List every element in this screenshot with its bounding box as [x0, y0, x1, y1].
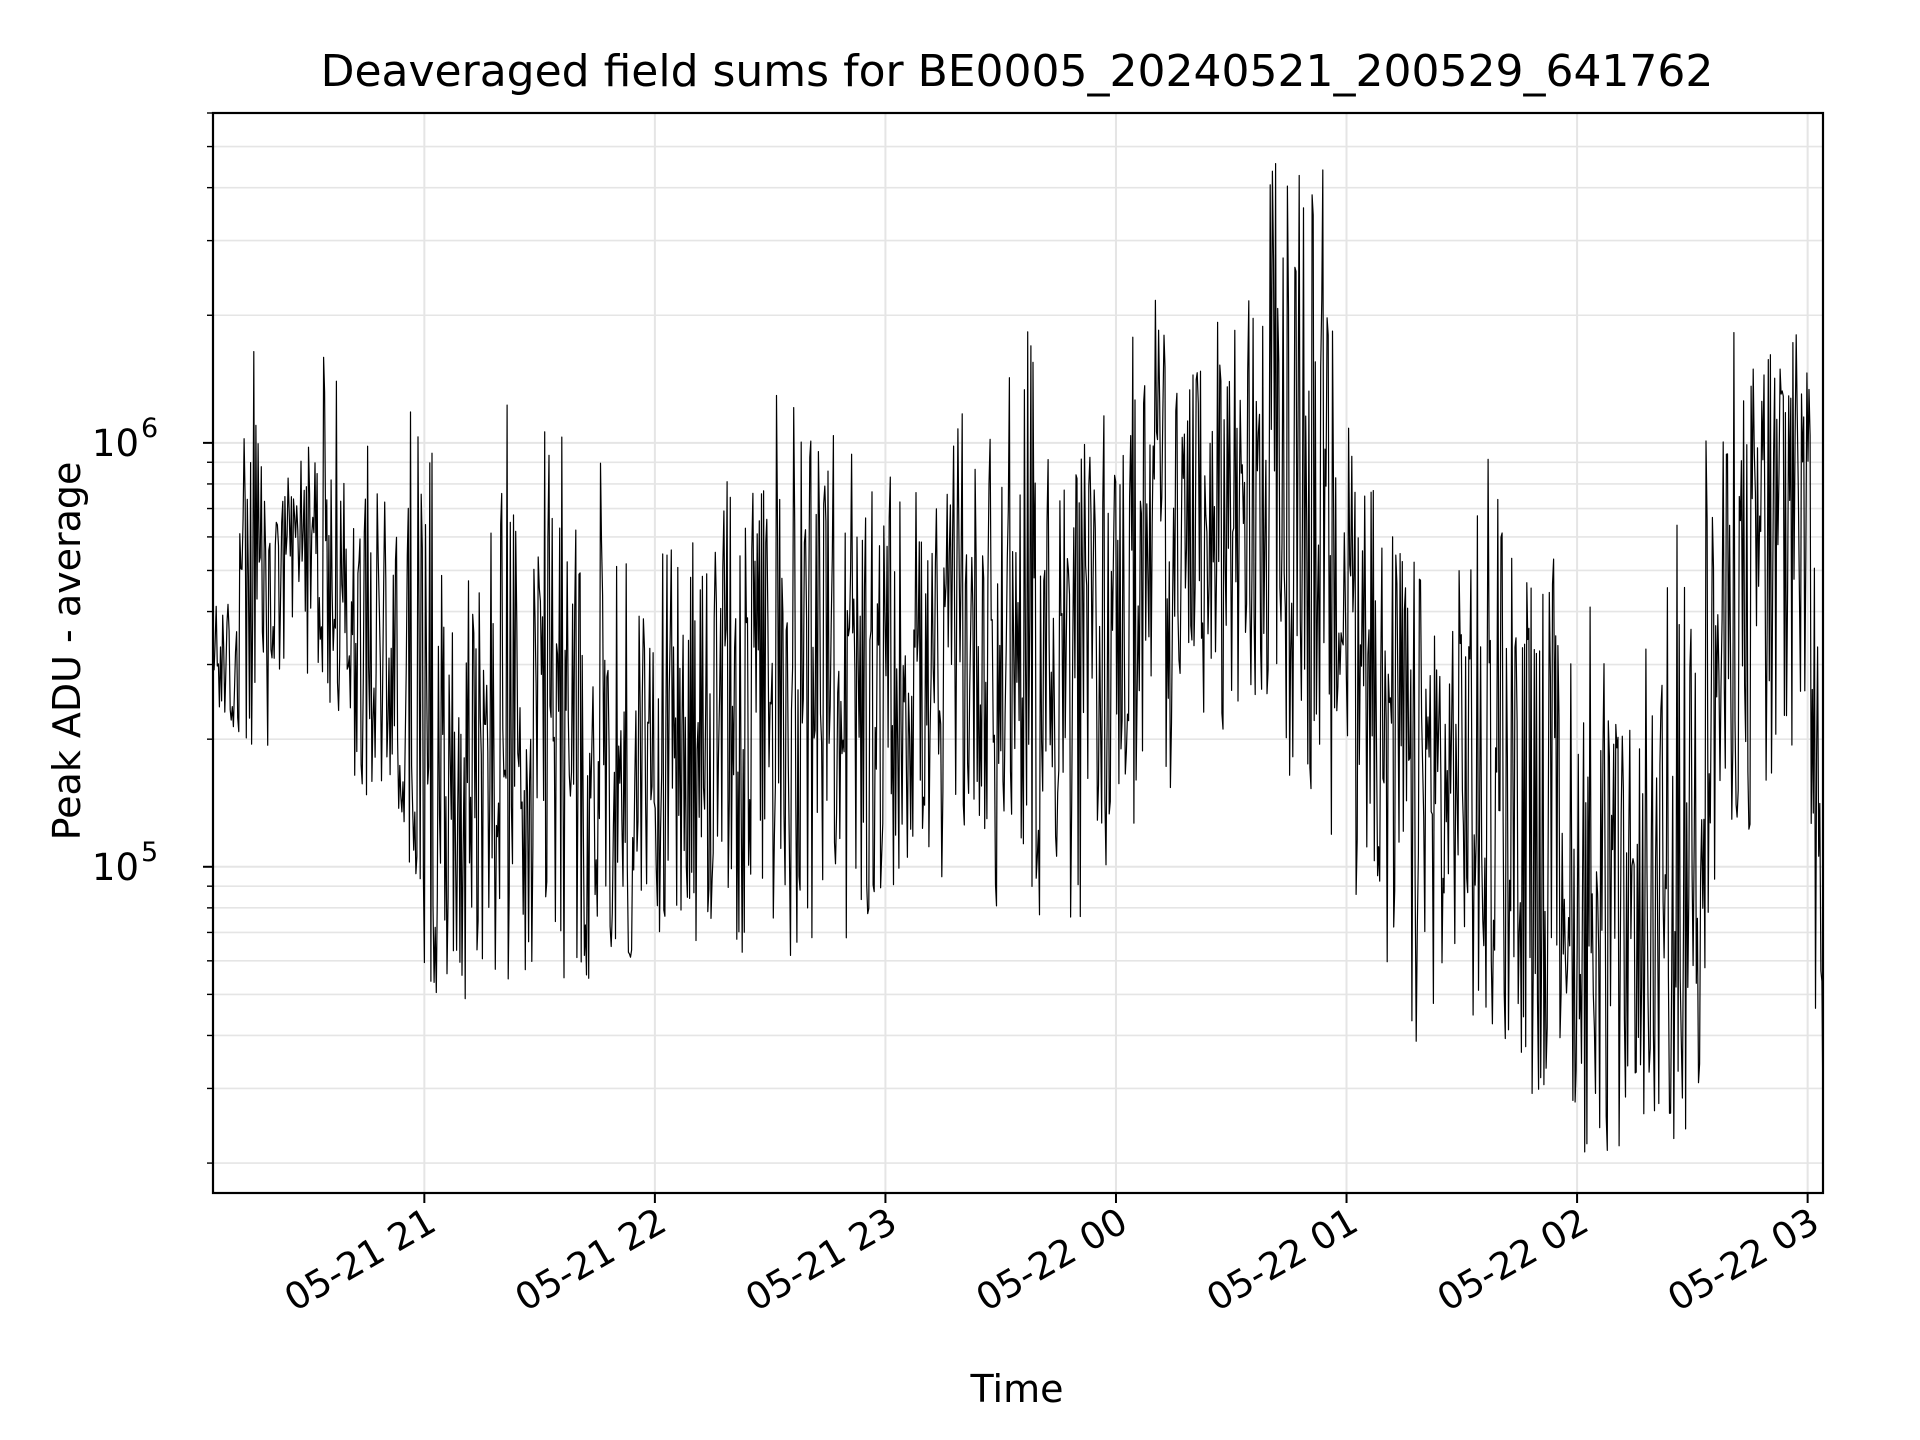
x-axis-label: Time: [970, 1367, 1064, 1411]
plot-frame: [211, 111, 1825, 1195]
y-tick-exponent: 6: [141, 413, 158, 444]
x-tick-label: 05-22 00: [969, 1200, 1135, 1320]
y-tick-label: 10: [92, 422, 139, 465]
x-tick-label: 05-22 02: [1430, 1200, 1596, 1320]
x-axis-ticks: 05-21 21 05-21 22 05-21 23 05-22 00 05-22 01…: [277, 1193, 1826, 1320]
x-tick-label: 05-22 01: [1199, 1200, 1365, 1320]
y-tick-label: 10: [92, 846, 139, 889]
chart-title: Deaveraged field sums for BE0005_2024052…: [321, 46, 1714, 97]
x-tick-label: 05-21 23: [738, 1200, 904, 1320]
x-tick-label: 05-22 03: [1661, 1200, 1827, 1320]
y-tick-exponent: 5: [141, 837, 158, 868]
y-axis-label: Peak ADU - average: [45, 462, 89, 841]
x-tick-label: 05-21 21: [277, 1200, 443, 1320]
series-path: [212, 163, 1824, 1153]
x-tick-label: 05-21 22: [508, 1200, 674, 1320]
series-line: [212, 163, 1824, 1153]
